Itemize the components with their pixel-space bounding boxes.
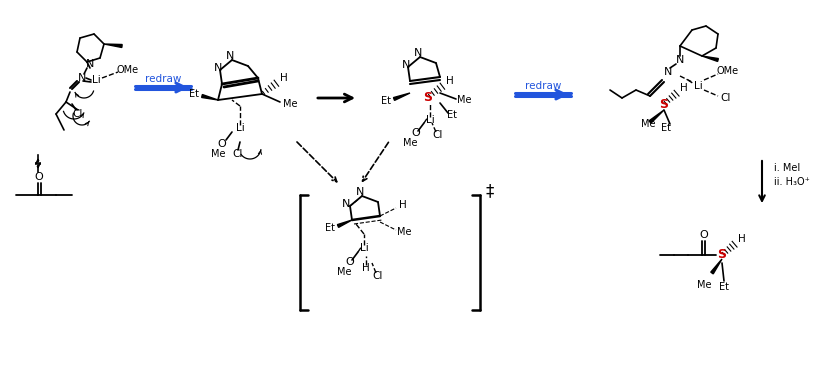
Text: Li: Li	[426, 115, 434, 125]
Text: H: H	[446, 76, 454, 86]
Text: S: S	[423, 90, 433, 103]
Text: Me: Me	[396, 227, 412, 237]
Text: S: S	[659, 97, 669, 110]
Text: N: N	[664, 67, 672, 77]
Text: Me: Me	[283, 99, 297, 109]
Text: S: S	[717, 248, 727, 262]
Text: Me: Me	[402, 138, 417, 148]
Text: Me: Me	[457, 95, 471, 105]
Text: Et: Et	[719, 282, 729, 292]
Polygon shape	[711, 259, 722, 274]
Text: Et: Et	[189, 89, 199, 99]
Text: H: H	[399, 200, 407, 210]
Text: Li: Li	[236, 123, 244, 133]
Text: H: H	[362, 263, 370, 273]
Text: i. MeI: i. MeI	[774, 163, 801, 173]
Text: H: H	[680, 83, 688, 93]
Text: OMe: OMe	[717, 66, 739, 76]
Text: Li: Li	[92, 75, 100, 85]
Polygon shape	[649, 110, 664, 123]
Text: Me: Me	[641, 119, 655, 129]
Text: N: N	[226, 51, 234, 61]
Text: Li: Li	[360, 243, 369, 253]
Text: O: O	[218, 139, 226, 149]
Text: Et: Et	[381, 96, 391, 106]
Text: Li: Li	[694, 81, 702, 91]
Text: N: N	[86, 59, 94, 69]
Text: H: H	[280, 73, 288, 83]
Text: N: N	[676, 55, 685, 65]
Text: Cl: Cl	[73, 109, 83, 119]
Text: Me: Me	[337, 267, 351, 277]
Text: redraw: redraw	[525, 81, 561, 91]
Text: N: N	[78, 73, 87, 83]
Polygon shape	[338, 220, 352, 227]
Text: N: N	[214, 63, 223, 73]
Text: OMe: OMe	[117, 65, 139, 75]
Text: redraw: redraw	[144, 74, 181, 84]
Polygon shape	[202, 94, 218, 100]
Text: Cl: Cl	[373, 271, 383, 281]
Text: Cl: Cl	[433, 130, 444, 140]
Text: O: O	[345, 257, 354, 267]
Text: Et: Et	[447, 110, 457, 120]
Text: O: O	[700, 230, 708, 240]
Text: N: N	[402, 60, 410, 70]
Text: N: N	[342, 199, 350, 209]
Text: O: O	[412, 128, 420, 138]
Text: H: H	[738, 234, 746, 244]
Polygon shape	[104, 44, 122, 48]
Text: Me: Me	[696, 280, 711, 290]
Polygon shape	[702, 56, 718, 62]
Text: Me: Me	[211, 149, 225, 159]
Polygon shape	[393, 93, 410, 100]
Text: Cl: Cl	[721, 93, 731, 103]
Text: Et: Et	[325, 223, 335, 233]
Text: ii. H₃O⁺: ii. H₃O⁺	[774, 177, 810, 187]
Text: O: O	[34, 172, 44, 182]
Text: N: N	[414, 48, 423, 58]
Text: N: N	[356, 187, 365, 197]
Text: Et: Et	[661, 123, 671, 133]
Text: Cl: Cl	[233, 149, 244, 159]
Text: ‡: ‡	[486, 182, 494, 200]
